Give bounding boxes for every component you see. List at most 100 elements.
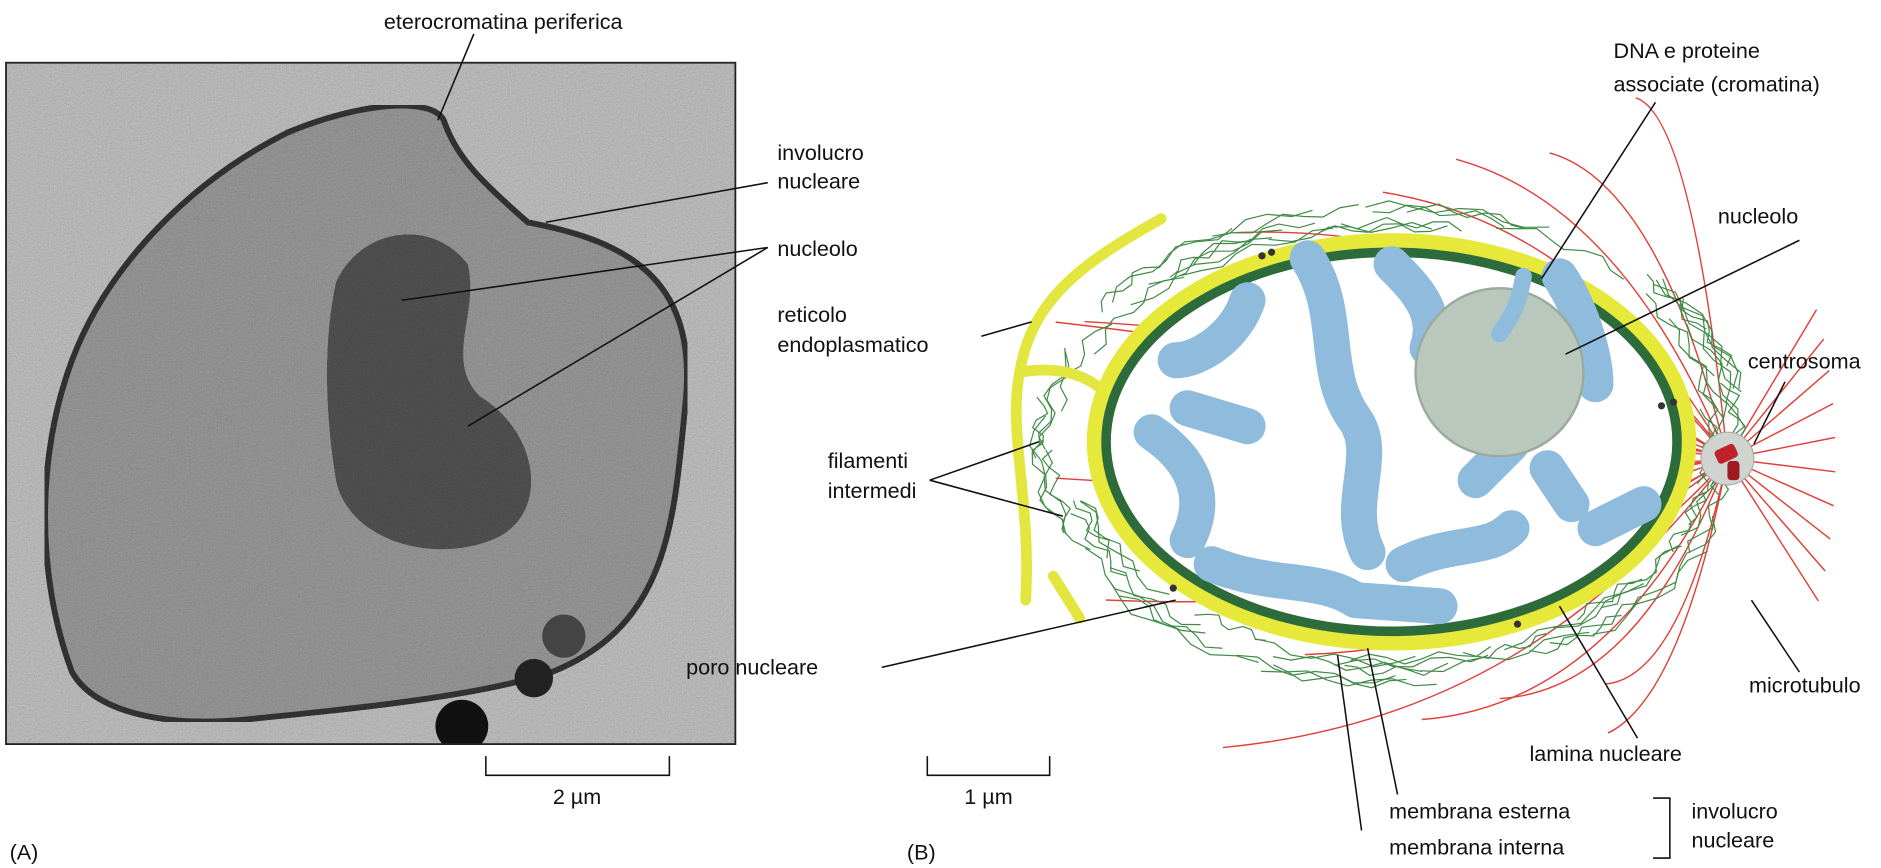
text: reticolo <box>777 302 847 327</box>
strand <box>1686 324 1739 441</box>
strand <box>1037 347 1067 446</box>
strand <box>1681 298 1733 367</box>
strand <box>1702 332 1747 444</box>
label: microtubulo <box>1749 673 1861 698</box>
label: nucleolo <box>777 236 857 261</box>
label: poro nucleare <box>686 655 818 680</box>
strand <box>1549 602 1639 646</box>
text: associate (cromatina) <box>1613 72 1819 97</box>
text: endoplasmatico <box>777 332 928 357</box>
panel-tag: (B) <box>907 839 936 864</box>
strand <box>1059 323 1113 412</box>
strand <box>1093 276 1185 355</box>
panel-tag: (A) <box>10 839 39 864</box>
strand <box>1334 654 1489 668</box>
text: intermedi <box>828 478 917 503</box>
strand <box>1365 200 1550 228</box>
micrograph <box>5 62 736 745</box>
strand <box>1645 293 1715 377</box>
strand <box>1080 500 1140 572</box>
strand <box>1031 439 1065 534</box>
strand <box>1028 415 1067 535</box>
strand <box>1084 547 1206 634</box>
strand <box>1194 613 1267 641</box>
strand <box>1662 278 1742 389</box>
text: filamenti <box>828 448 908 473</box>
strand <box>1726 458 1819 602</box>
strand <box>1635 97 1729 459</box>
strand <box>1222 458 1729 749</box>
strand <box>1372 204 1505 228</box>
label: DNA e proteine associate (cromatina) <box>1613 38 1819 97</box>
label: centrosoma <box>1748 349 1861 374</box>
text: eterocromatina periferica <box>384 9 623 34</box>
label: involucro nucleare <box>777 140 863 194</box>
strand <box>1496 227 1625 280</box>
strand <box>1261 670 1437 687</box>
strand <box>1273 664 1407 689</box>
strand <box>1421 458 1729 721</box>
text: membrana interna <box>1389 834 1564 859</box>
strand <box>1720 382 1746 442</box>
strand <box>1629 515 1717 612</box>
label: filamenti intermedi <box>828 448 917 503</box>
label: nucleolo <box>1718 203 1798 228</box>
strand <box>1646 273 1707 330</box>
leaders-b <box>881 101 1801 859</box>
label: involucro nucleare <box>1691 798 1777 852</box>
strand <box>1604 458 1729 685</box>
strand <box>1406 203 1527 230</box>
text: lamina nucleare <box>1530 741 1682 766</box>
nucleus <box>1086 233 1697 651</box>
strand <box>1577 578 1643 621</box>
strand <box>1655 279 1739 389</box>
centrosome <box>1700 431 1755 486</box>
text: nucleare <box>1691 827 1774 852</box>
label: eterocromatina periferica <box>384 9 623 34</box>
strand <box>1111 227 1233 303</box>
strand <box>1100 258 1167 313</box>
text: centrosoma <box>1748 349 1861 374</box>
strand <box>1499 458 1729 700</box>
strand <box>1180 227 1333 277</box>
strand <box>1668 491 1707 553</box>
strand <box>1212 204 1359 237</box>
text: nucleolo <box>777 236 857 261</box>
strand <box>1340 216 1462 232</box>
text: involucro <box>777 140 863 165</box>
scale-label: 2 µm <box>553 784 601 809</box>
text: membrana esterna <box>1389 798 1570 823</box>
strand <box>1079 500 1170 595</box>
strand <box>1455 158 1729 459</box>
strand <box>1592 550 1708 635</box>
strand <box>1043 449 1091 551</box>
strand <box>1344 662 1449 677</box>
strand <box>1041 449 1071 520</box>
strand <box>1350 645 1491 665</box>
strand <box>1653 283 1742 393</box>
strand <box>1420 631 1590 673</box>
leaders-a <box>401 33 769 777</box>
text: nucleolo <box>1718 203 1798 228</box>
text: poro nucleare <box>686 655 818 680</box>
frame <box>5 61 737 746</box>
strand <box>1462 633 1547 659</box>
text: microtubulo <box>1749 673 1861 698</box>
text: nucleare <box>777 169 860 194</box>
label: membrana esterna <box>1389 798 1570 823</box>
strand <box>1236 654 1396 684</box>
strand <box>1169 240 1251 278</box>
label: reticolo endoplasmatico <box>777 302 928 357</box>
strand <box>1130 237 1273 306</box>
text: DNA e proteine <box>1613 38 1759 63</box>
strand <box>1687 478 1730 554</box>
strand <box>1549 152 1729 459</box>
strand <box>1668 318 1725 420</box>
strand <box>1504 583 1644 651</box>
scale-label: 1 µm <box>964 784 1012 809</box>
strand <box>1109 567 1201 626</box>
text: involucro <box>1691 798 1777 823</box>
strand <box>1272 655 1423 672</box>
label: membrana interna <box>1389 834 1564 859</box>
